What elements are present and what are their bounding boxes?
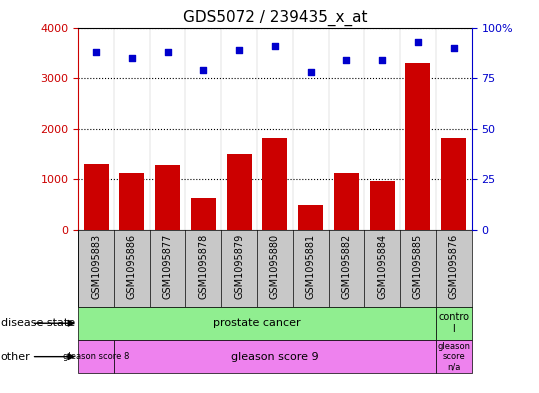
Text: GSM1095886: GSM1095886 (127, 234, 137, 299)
Bar (436, 340, 472, 373)
Text: GSM1095879: GSM1095879 (234, 234, 244, 299)
Text: contro
l: contro l (438, 312, 469, 334)
Point (271, 42, 279, 49)
Bar (262, 138, 287, 230)
Text: GSM1095876: GSM1095876 (449, 234, 459, 299)
Bar (119, 173, 144, 230)
Bar (114, 340, 436, 373)
Bar (78, 340, 114, 373)
Text: GSM1095885: GSM1095885 (413, 234, 423, 299)
Text: disease state: disease state (1, 318, 75, 328)
Text: gleason score 9: gleason score 9 (231, 352, 319, 362)
Bar (84, 164, 108, 230)
Point (92, 49, 100, 55)
Text: GSM1095881: GSM1095881 (306, 234, 316, 299)
Bar (334, 173, 359, 230)
Text: GSM1095883: GSM1095883 (91, 234, 101, 299)
Bar (298, 205, 323, 230)
Point (413, 39, 422, 45)
Bar (155, 165, 180, 230)
Title: GDS5072 / 239435_x_at: GDS5072 / 239435_x_at (183, 10, 367, 26)
Bar (441, 138, 466, 230)
Text: GSM1095882: GSM1095882 (341, 234, 351, 299)
Point (450, 44, 458, 51)
Bar (226, 154, 252, 230)
Text: GSM1095880: GSM1095880 (270, 234, 280, 299)
Bar (370, 181, 395, 230)
Text: GSM1095884: GSM1095884 (377, 234, 387, 299)
Text: GSM1095878: GSM1095878 (198, 234, 209, 299)
Text: prostate cancer: prostate cancer (213, 318, 301, 328)
Bar (436, 307, 472, 340)
Point (306, 69, 315, 75)
Point (378, 57, 386, 63)
Text: gleason
score
n/a: gleason score n/a (437, 342, 470, 371)
Bar (191, 198, 216, 230)
Point (199, 67, 208, 73)
Bar (405, 63, 431, 230)
Text: GSM1095877: GSM1095877 (163, 234, 172, 299)
Point (128, 55, 136, 61)
Point (342, 57, 351, 63)
Point (163, 49, 172, 55)
Text: gleason score 8: gleason score 8 (63, 352, 129, 361)
Text: ■: ■ (78, 392, 90, 393)
Point (235, 47, 244, 53)
Text: other: other (1, 352, 30, 362)
